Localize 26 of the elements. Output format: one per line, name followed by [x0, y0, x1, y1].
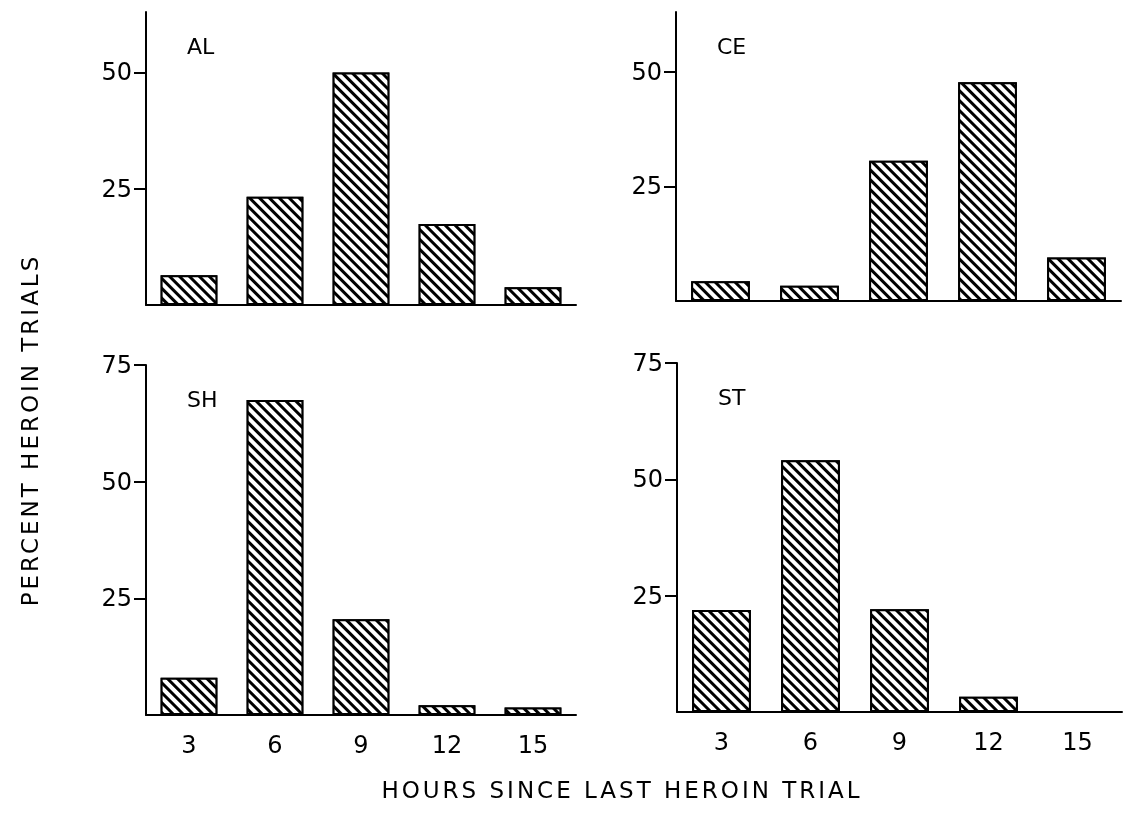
- x-tick-label: 15: [517, 731, 549, 759]
- y-tick-label: 50: [631, 57, 662, 86]
- y-tick-label: 25: [101, 584, 132, 613]
- y-tick-label: 75: [101, 351, 132, 379]
- x-tick-label: 9: [353, 731, 369, 759]
- x-tick-label: 12: [973, 728, 1004, 756]
- x-tick-label: 6: [802, 728, 819, 756]
- y-tick-label: 50: [101, 58, 132, 87]
- x-tick-label: 3: [181, 731, 197, 759]
- y-tick-label: 50: [632, 465, 663, 494]
- y-tick-label: 25: [631, 172, 662, 201]
- text: AL: [187, 33, 216, 59]
- x-tick-label: 9: [891, 728, 908, 756]
- text: ST: [718, 384, 746, 410]
- x-tick-label: 15: [1062, 728, 1093, 756]
- text: CE: [717, 33, 747, 59]
- text: SH: [187, 386, 218, 412]
- x-axis-title: HOURS SINCE LAST HEROIN TRIAL: [381, 777, 863, 803]
- y-tick-label: 50: [101, 467, 132, 496]
- y-tick-label: 25: [632, 581, 663, 610]
- y-tick-label: 25: [101, 174, 132, 203]
- y-axis-title: PERCENT HEROIN TRIALS: [17, 253, 43, 607]
- y-tick-label: 75: [632, 349, 663, 377]
- x-tick-label: 12: [431, 731, 463, 759]
- x-tick-label: 3: [713, 728, 730, 756]
- x-tick-label: 6: [267, 731, 283, 759]
